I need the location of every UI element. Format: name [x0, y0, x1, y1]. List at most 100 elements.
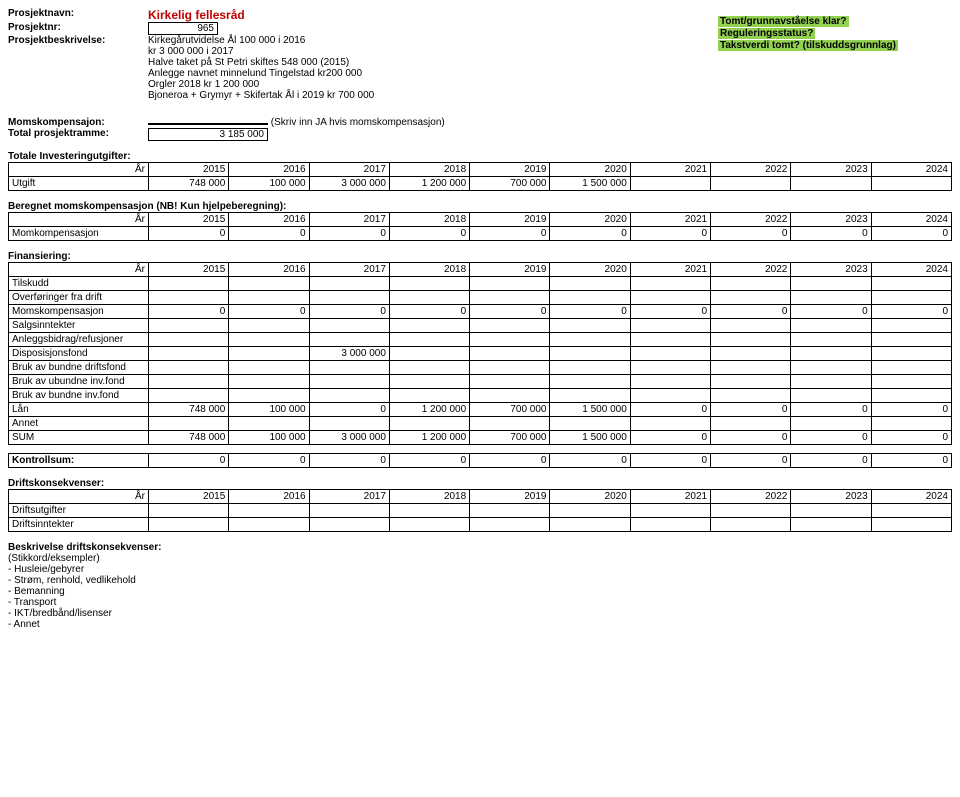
finans-cell: [630, 291, 710, 305]
finans-cell: [470, 417, 550, 431]
finans-cell: [470, 291, 550, 305]
prosjektnr-value: 965: [148, 22, 218, 35]
finans-cell: [711, 417, 791, 431]
finans-cell: [871, 361, 951, 375]
finans-cell: [149, 291, 229, 305]
besk-item: - Husleie/gebyrer: [8, 564, 952, 575]
finans-cell: [791, 333, 871, 347]
finans-cell: 0: [229, 305, 309, 319]
besk-title: Beskrivelse driftskonsekvenser:: [8, 542, 952, 553]
drift-row-label: Driftsutgifter: [9, 504, 149, 518]
finans-cell: [871, 277, 951, 291]
drift-cell: [389, 504, 469, 518]
finans-cell: [229, 417, 309, 431]
finans-cell: [149, 389, 229, 403]
besk-sub: (Stikkord/eksempler): [8, 553, 952, 564]
drift-cell: [309, 504, 389, 518]
finans-cell: 0: [871, 403, 951, 417]
finans-cell: 0: [309, 403, 389, 417]
finans-cell: [309, 375, 389, 389]
finans-cell: [630, 417, 710, 431]
besk-item: - Annet: [8, 619, 952, 630]
finans-row-label: Annet: [9, 417, 149, 431]
finans-cell: [389, 347, 469, 361]
finans-cell: 3 000 000: [309, 431, 389, 445]
finans-row: Momskompensasjon0000000000: [9, 305, 952, 319]
finans-cell: [470, 333, 550, 347]
besk-item: - IKT/bredbånd/lisenser: [8, 608, 952, 619]
finans-row: SUM748 000100 0003 000 0001 200 000700 0…: [9, 431, 952, 445]
momskomp-value: [148, 123, 268, 125]
finans-cell: 1 500 000: [550, 431, 630, 445]
finans-cell: 0: [309, 305, 389, 319]
finans-row-label: SUM: [9, 431, 149, 445]
momskomp-note: (Skriv inn JA hvis momskompensasjon): [271, 117, 445, 128]
finans-cell: 0: [711, 431, 791, 445]
finans-cell: 0: [871, 431, 951, 445]
finans-row: Bruk av bundne driftsfond: [9, 361, 952, 375]
finans-cell: 700 000: [470, 403, 550, 417]
finans-cell: [149, 277, 229, 291]
page-root: Tomt/grunnavståelse klar? Reguleringssta…: [8, 8, 952, 630]
finans-cell: [791, 361, 871, 375]
drift-cell: [711, 518, 791, 532]
finans-cell: [229, 389, 309, 403]
finans-cell: [389, 291, 469, 305]
invest-utgift-row: Utgift 748 000100 0003 000 0001 200 0007…: [9, 177, 952, 191]
drift-cell: [550, 518, 630, 532]
finans-cell: 1 200 000: [389, 431, 469, 445]
drift-cell: [389, 518, 469, 532]
finans-row-label: Bruk av bundne inv.fond: [9, 389, 149, 403]
finans-cell: [229, 319, 309, 333]
finans-cell: 0: [389, 305, 469, 319]
finans-cell: [470, 361, 550, 375]
finans-title: Finansiering:: [8, 251, 952, 262]
invest-year-row: År 2015201620172018201920202021202220232…: [9, 163, 952, 177]
finans-cell: [470, 347, 550, 361]
besk-item: - Transport: [8, 597, 952, 608]
finans-cell: [711, 319, 791, 333]
drift-cell: [630, 504, 710, 518]
finans-cell: [711, 277, 791, 291]
finans-cell: [309, 417, 389, 431]
finans-cell: [871, 319, 951, 333]
drift-cell: [791, 518, 871, 532]
finans-table: År 2015201620172018201920202021202220232…: [8, 262, 952, 445]
finans-cell: [630, 389, 710, 403]
desc-line-2: Halve taket på St Petri skiftes 548 000 …: [148, 57, 952, 68]
finans-cell: [550, 389, 630, 403]
finans-cell: [309, 333, 389, 347]
kontroll-table: Kontrollsum: 0000000000: [8, 453, 952, 468]
desc-line-5: Bjoneroa + Grymyr + Skifertak Ål i 2019 …: [148, 90, 952, 101]
finans-cell: 0: [711, 403, 791, 417]
finans-row-label: Tilskudd: [9, 277, 149, 291]
side-note-3: Takstverdi tomt? (tilskuddsgrunnlag): [718, 40, 898, 51]
drift-cell: [229, 518, 309, 532]
finans-row-label: Salgsinntekter: [9, 319, 149, 333]
besk-items: - Husleie/gebyrer - Strøm, renhold, vedl…: [8, 564, 952, 630]
finans-cell: 748 000: [149, 403, 229, 417]
finans-cell: [389, 277, 469, 291]
drift-cell: [149, 518, 229, 532]
momskomp-label: Momskompensajon:: [8, 117, 148, 128]
finans-cell: [711, 375, 791, 389]
finans-cell: [630, 319, 710, 333]
drift-cell: [309, 518, 389, 532]
finans-row: Bruk av ubundne inv.fond: [9, 375, 952, 389]
finans-cell: [550, 361, 630, 375]
finans-row: Lån748 000100 00001 200 000700 0001 500 …: [9, 403, 952, 417]
side-note-1: Tomt/grunnavståelse klar?: [718, 16, 849, 27]
finans-cell: [389, 361, 469, 375]
besk-item: - Strøm, renhold, vedlikehold: [8, 575, 952, 586]
finans-cell: [229, 375, 309, 389]
finans-cell: [550, 291, 630, 305]
finans-row-label: Overføringer fra drift: [9, 291, 149, 305]
finans-cell: [309, 361, 389, 375]
finans-cell: [871, 347, 951, 361]
finans-cell: [550, 347, 630, 361]
finans-cell: [470, 319, 550, 333]
finans-cell: 748 000: [149, 431, 229, 445]
finans-cell: [791, 375, 871, 389]
finans-cell: 0: [149, 305, 229, 319]
beskrivelse-label: Prosjektbeskrivelse:: [8, 35, 148, 46]
